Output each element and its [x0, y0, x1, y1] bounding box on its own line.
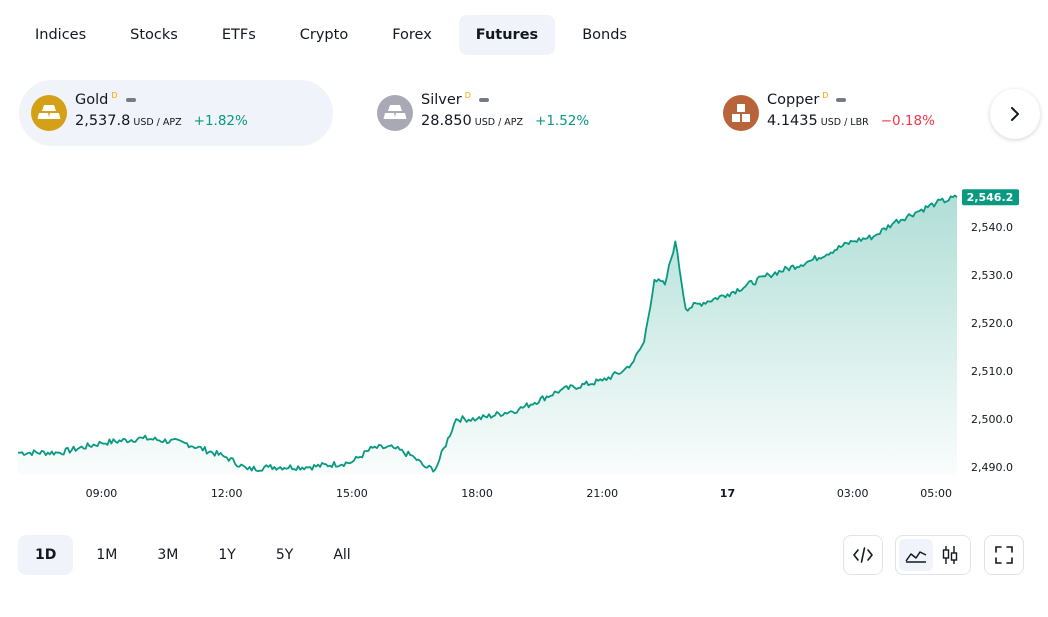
- y-tick-label: 2,510.0: [971, 365, 1013, 378]
- card-name: Silver: [421, 92, 462, 108]
- card-copper[interactable]: Copper D 4.1435 USD / LBR −0.18%: [711, 80, 981, 146]
- x-tick-label: 17: [720, 487, 735, 500]
- area-chart-icon: [905, 551, 927, 563]
- market-tabs: Indices Stocks ETFs Crypto Forex Futures…: [18, 15, 654, 55]
- tab-indices[interactable]: Indices: [35, 27, 87, 43]
- card-change: −0.18%: [880, 113, 935, 129]
- range-3m[interactable]: 3M: [157, 547, 179, 563]
- range-all[interactable]: All: [333, 547, 351, 563]
- y-tick-label: 2,540.0: [971, 221, 1013, 234]
- copper-blocks-icon: [723, 95, 759, 131]
- chart-style-toggle: [895, 535, 971, 575]
- tab-futures[interactable]: Futures: [458, 15, 556, 55]
- range-1d[interactable]: 1D: [18, 535, 74, 575]
- tab-stocks[interactable]: Stocks: [130, 27, 178, 43]
- range-1y[interactable]: 1Y: [218, 547, 236, 563]
- candles-style-button[interactable]: [933, 539, 967, 571]
- delayed-badge: D: [822, 90, 829, 100]
- tab-bonds[interactable]: Bonds: [582, 27, 627, 43]
- series-area-fill: [18, 195, 957, 475]
- card-name: Gold: [75, 92, 109, 108]
- card-name: Copper: [767, 92, 820, 108]
- card-silver[interactable]: Silver D 28.850 USD / APZ +1.52%: [365, 80, 665, 146]
- gold-bars-icon: [31, 95, 67, 131]
- status-dash: [478, 98, 489, 102]
- last-price-badge: [962, 189, 1019, 206]
- chart-canvas: 2,540.0 2,530.0 2,520.0 2,510.0 2,500.0 2,490…: [17, 189, 1019, 500]
- card-price: 28.850: [421, 113, 472, 129]
- range-1m[interactable]: 1M: [96, 547, 118, 563]
- tab-forex[interactable]: Forex: [392, 27, 432, 43]
- x-tick-label: 03:00: [837, 487, 869, 500]
- x-tick-label: 05:00: [920, 487, 952, 500]
- card-price: 4.1435: [767, 113, 818, 129]
- last-price-label: 2,546.2: [967, 191, 1014, 204]
- y-tick-label: 2,500.0: [971, 413, 1013, 426]
- fullscreen-button[interactable]: [984, 535, 1024, 575]
- embed-code-icon: [853, 547, 873, 563]
- candlestick-icon: [942, 546, 958, 564]
- card-change: +1.52%: [535, 113, 590, 129]
- card-unit: USD / APZ: [474, 117, 524, 128]
- status-dash: [125, 98, 136, 102]
- range-5y[interactable]: 5Y: [275, 547, 294, 563]
- area-style-button[interactable]: [899, 539, 933, 571]
- y-tick-label: 2,520.0: [971, 317, 1013, 330]
- x-tick-label: 09:00: [86, 487, 118, 500]
- y-tick-label: 2,530.0: [971, 269, 1013, 282]
- y-tick-label: 2,490.0: [971, 461, 1013, 474]
- embed-button[interactable]: [843, 535, 883, 575]
- x-tick-label: 18:00: [461, 487, 493, 500]
- fullscreen-icon: [995, 546, 1013, 564]
- series-line: [17, 194, 958, 473]
- delayed-badge: D: [111, 90, 118, 100]
- chevron-right-icon: [1011, 107, 1019, 121]
- x-tick-label: 15:00: [336, 487, 368, 500]
- range-selector: 1D 1M 3M 1Y 5Y All: [18, 535, 374, 575]
- status-dash: [836, 98, 847, 102]
- x-tick-label: 21:00: [586, 487, 618, 500]
- x-tick-label: 12:00: [211, 487, 243, 500]
- card-gold[interactable]: Gold D 2,537.8 USD / APZ +1.82%: [19, 80, 333, 146]
- silver-bars-icon: [377, 95, 413, 131]
- futures-cards: Gold D 2,537.8 USD / APZ +1.82% Silver D…: [19, 80, 1041, 146]
- card-price: 2,537.8: [75, 113, 131, 129]
- tab-crypto[interactable]: Crypto: [299, 27, 349, 43]
- card-unit: USD / APZ: [133, 117, 182, 128]
- delayed-badge: D: [464, 90, 471, 100]
- next-cards-button[interactable]: [990, 89, 1040, 139]
- card-change: +1.82%: [193, 113, 248, 129]
- tab-etfs[interactable]: ETFs: [221, 27, 256, 43]
- card-unit: USD / LBR: [820, 117, 869, 128]
- price-chart[interactable]: 2,540.0 2,530.0 2,520.0 2,510.0 2,500.0 2,490…: [0, 175, 1048, 505]
